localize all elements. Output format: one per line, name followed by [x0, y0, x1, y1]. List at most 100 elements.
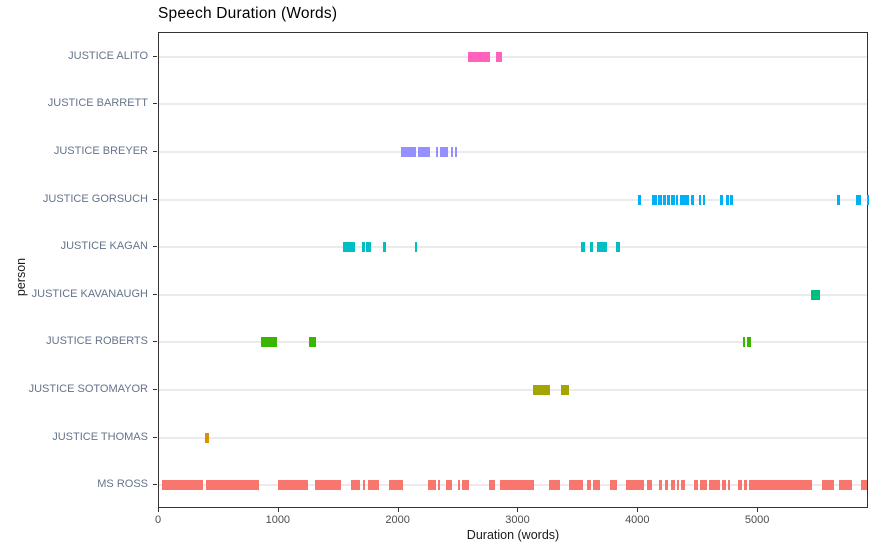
y-tick-label: JUSTICE ROBERTS: [46, 335, 148, 348]
speech-interval-bar: [680, 194, 690, 205]
speech-interval-bar: [728, 480, 731, 491]
speech-interval-bar: [837, 194, 841, 205]
gridline: [159, 151, 867, 153]
speech-interval-bar: [343, 242, 356, 253]
speech-interval-bar: [549, 480, 561, 491]
speech-interval-bar: [315, 480, 342, 491]
speech-interval-bar: [389, 480, 404, 491]
speech-interval-bar: [467, 51, 490, 62]
x-tick-mark: [757, 508, 759, 512]
speech-interval-bar: [861, 480, 868, 491]
speech-interval-bar: [738, 480, 743, 491]
speech-interval-bar: [161, 480, 203, 491]
plot-panel: [158, 32, 869, 508]
speech-interval-bar: [676, 194, 679, 205]
speech-interval-bar: [401, 147, 417, 157]
speech-interval-bar: [362, 242, 366, 253]
speech-interval-bar: [438, 480, 441, 491]
speech-interval-bar: [638, 194, 641, 205]
gridline: [159, 293, 867, 296]
y-tick-label: JUSTICE ALITO: [68, 49, 148, 62]
speech-interval-bar: [205, 480, 260, 491]
speech-interval-bar: [659, 480, 663, 491]
speech-interval-bar: [450, 147, 454, 157]
speech-interval-bar: [260, 337, 278, 348]
gridline: [159, 198, 867, 201]
y-tick-mark: [153, 246, 157, 248]
speech-interval-bar: [665, 480, 669, 491]
speech-interval-bar: [309, 337, 316, 348]
speech-interval-bar: [458, 480, 461, 491]
speech-interval-bar: [839, 480, 853, 491]
speech-interval-bar: [743, 337, 746, 348]
gridline: [159, 55, 867, 58]
speech-interval-bar: [616, 242, 621, 253]
speech-interval-bar: [383, 242, 387, 253]
speech-interval-bar: [417, 147, 430, 157]
speech-interval-bar: [351, 480, 361, 491]
speech-interval-bar: [730, 194, 734, 205]
y-tick-label: JUSTICE BREYER: [53, 145, 148, 157]
speech-interval-bar: [747, 337, 752, 348]
x-tick-mark: [637, 508, 639, 512]
speech-interval-bar: [699, 194, 702, 205]
speech-interval-bar: [626, 480, 645, 491]
speech-interval-bar: [810, 289, 821, 300]
gridline: [159, 246, 867, 249]
speech-interval-bar: [593, 480, 601, 491]
y-tick-mark: [153, 151, 157, 152]
y-tick-mark: [153, 341, 157, 343]
speech-interval-bar: [647, 480, 653, 491]
speech-interval-bar: [856, 194, 862, 205]
speech-interval-bar: [366, 242, 372, 253]
chart-title: Speech Duration (Words): [158, 5, 338, 22]
y-tick-label: JUSTICE BARRETT: [47, 97, 148, 110]
speech-interval-bar: [569, 480, 584, 491]
speech-interval-bar: [277, 480, 309, 491]
speech-interval-bar: [720, 194, 724, 205]
speech-interval-bar: [671, 480, 676, 491]
speech-interval-bar: [500, 480, 535, 491]
x-axis-title: Duration (words): [466, 528, 560, 542]
y-tick-mark: [153, 293, 157, 295]
x-tick-mark: [158, 508, 159, 512]
speech-interval-bar: [866, 194, 869, 205]
gridline: [159, 389, 867, 391]
speech-interval-bar: [489, 480, 495, 491]
speech-interval-bar: [440, 147, 448, 157]
speech-interval-bar: [363, 480, 366, 491]
y-tick-mark: [153, 389, 157, 390]
y-tick-mark: [153, 484, 157, 486]
x-tick-mark: [397, 508, 399, 512]
speech-interval-bar: [581, 242, 586, 253]
x-tick-label: 3000: [505, 514, 530, 526]
speech-interval-bar: [700, 480, 708, 491]
y-tick-label: JUSTICE KAGAN: [60, 240, 148, 253]
speech-interval-bar: [822, 480, 835, 491]
speech-interval-bar: [561, 385, 570, 395]
speech-interval-bar: [368, 480, 380, 491]
x-tick-label: 0: [154, 514, 162, 526]
gridline: [159, 103, 867, 106]
speech-interval-bar: [590, 242, 594, 253]
x-tick-label: 2000: [385, 514, 410, 526]
speech-interval-bar: [671, 194, 676, 205]
speech-interval-bar: [610, 480, 618, 491]
speech-interval-bar: [455, 147, 458, 157]
speech-interval-bar: [681, 480, 686, 491]
x-tick-label: 5000: [744, 514, 770, 526]
y-tick-label: JUSTICE SOTOMAYOR: [28, 383, 148, 395]
speech-interval-bar: [205, 432, 210, 443]
speech-interval-bar: [428, 480, 437, 491]
speech-interval-bar: [749, 480, 813, 491]
x-tick-mark: [517, 508, 519, 512]
x-tick-label: 4000: [625, 514, 650, 526]
speech-interval-bar: [496, 51, 502, 62]
gridline: [159, 341, 867, 344]
speech-interval-bar: [663, 194, 667, 205]
y-tick-mark: [153, 436, 157, 438]
speech-interval-bar: [435, 147, 439, 157]
speech-interval-bar: [597, 242, 608, 253]
x-tick-mark: [277, 508, 279, 512]
